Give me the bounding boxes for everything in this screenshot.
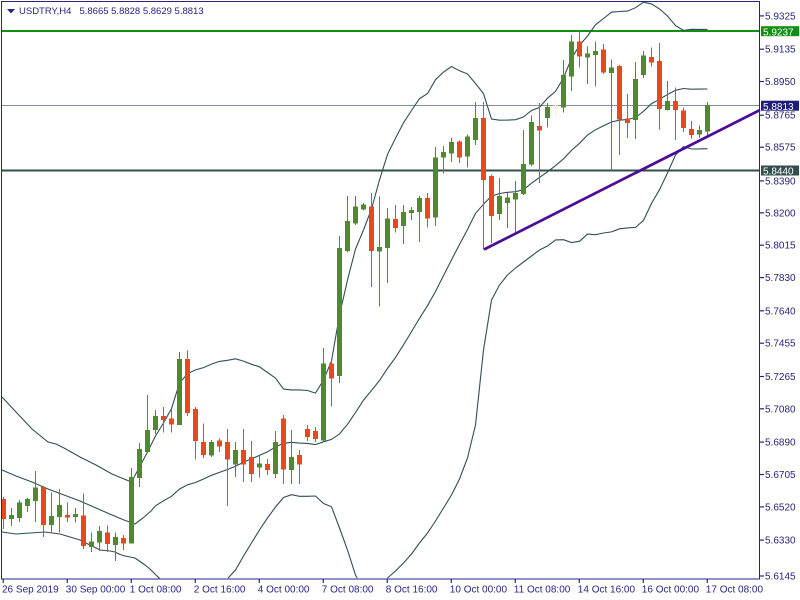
svg-text:8 Oct 16:00: 8 Oct 16:00 (386, 585, 438, 596)
svg-text:5.6145: 5.6145 (765, 572, 796, 583)
svg-text:5.8950: 5.8950 (765, 77, 796, 88)
svg-text:5.7080: 5.7080 (765, 404, 796, 415)
svg-text:2 Oct 16:00: 2 Oct 16:00 (194, 585, 246, 596)
svg-text:5.6330: 5.6330 (765, 536, 796, 547)
svg-text:14 Oct 16:00: 14 Oct 16:00 (578, 585, 636, 596)
svg-text:5.9237: 5.9237 (763, 27, 794, 38)
svg-text:5.8575: 5.8575 (765, 143, 796, 154)
svg-text:5.8390: 5.8390 (765, 176, 796, 187)
svg-text:17 Oct 08:00: 17 Oct 08:00 (706, 585, 764, 596)
svg-text:5.6705: 5.6705 (765, 470, 796, 481)
svg-text:5.7265: 5.7265 (765, 372, 796, 383)
svg-text:4 Oct 00:00: 4 Oct 00:00 (258, 585, 310, 596)
svg-text:30 Sep 00:00: 30 Sep 00:00 (66, 585, 126, 596)
svg-text:5.6890: 5.6890 (765, 438, 796, 449)
svg-text:7 Oct 08:00: 7 Oct 08:00 (322, 585, 374, 596)
svg-text:5.8015: 5.8015 (765, 241, 796, 252)
svg-text:5.8813: 5.8813 (763, 102, 794, 113)
svg-text:USDTRY,H45.8665 5.8828 5.8629: USDTRY,H4 5.8665 5.8828 5.8629 5.8813 (19, 6, 204, 17)
svg-text:5.7640: 5.7640 (765, 306, 796, 317)
svg-text:1 Oct 08:00: 1 Oct 08:00 (130, 585, 182, 596)
svg-text:5.6520: 5.6520 (765, 502, 796, 513)
svg-text:26 Sep 2019: 26 Sep 2019 (2, 585, 59, 596)
svg-text:5.7455: 5.7455 (765, 339, 796, 350)
svg-text:5.8765: 5.8765 (765, 111, 796, 122)
svg-text:5.9135: 5.9135 (765, 45, 796, 56)
svg-text:5.8440: 5.8440 (763, 167, 794, 178)
svg-text:16 Oct 00:00: 16 Oct 00:00 (642, 585, 700, 596)
svg-text:5.8200: 5.8200 (765, 208, 796, 219)
svg-text:10 Oct 00:00: 10 Oct 00:00 (450, 585, 508, 596)
svg-text:5.7830: 5.7830 (765, 273, 796, 284)
svg-text:5.9325: 5.9325 (765, 11, 796, 22)
svg-text:11 Oct 08:00: 11 Oct 08:00 (514, 585, 571, 596)
